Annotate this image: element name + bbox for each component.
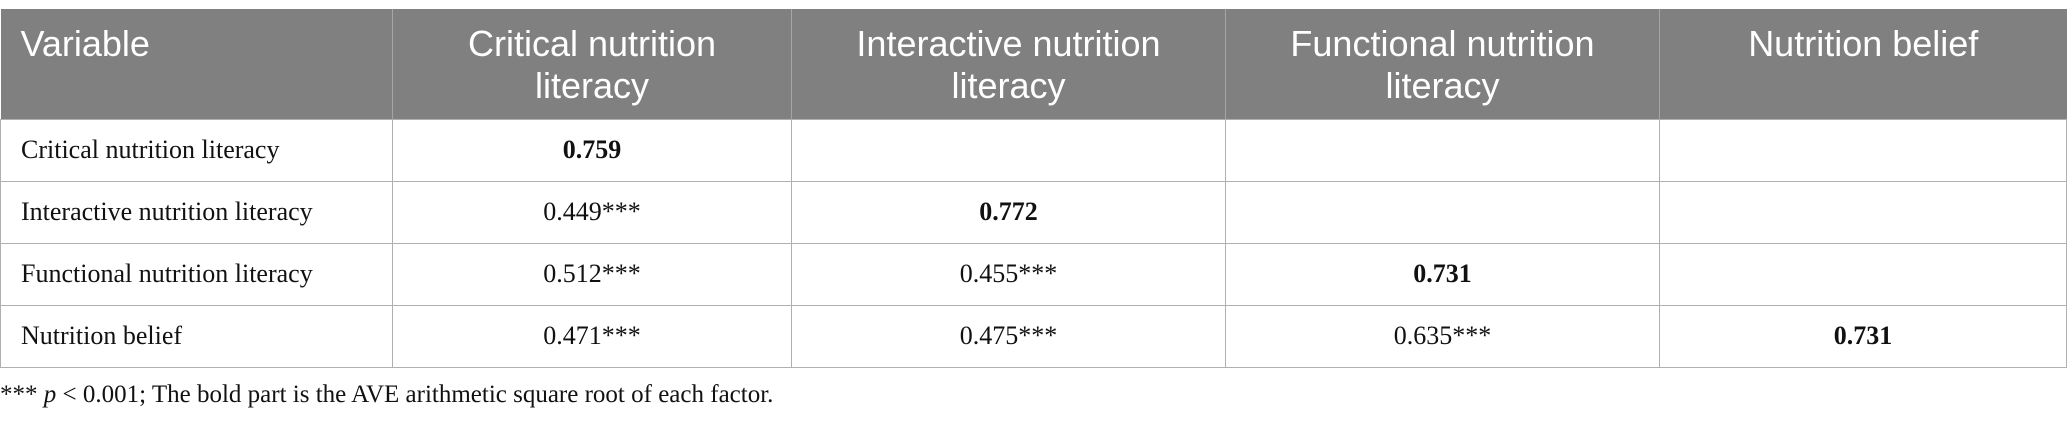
header-cell: Nutrition belief (1659, 9, 2067, 119)
cell: 0.731 (1225, 242, 1660, 306)
header-cell: Variable (0, 9, 393, 119)
cell: 0.471*** (392, 304, 792, 368)
cell: 0.731 (1659, 304, 2067, 368)
empty-cell (1659, 180, 2067, 244)
table: Variable Critical nutrition literacy Inter… (0, 9, 2067, 368)
empty-cell (791, 118, 1226, 182)
header-cell: Functional nutrition literacy (1225, 9, 1660, 119)
footnote-text: < 0.001; The bold part is the AVE arithm… (62, 381, 774, 408)
cell: 0.759 (392, 118, 792, 182)
table-row: Functional nutrition literacy 0.512*** 0.4… (0, 242, 2067, 306)
empty-cell (1659, 118, 2067, 182)
cell: 0.455*** (791, 242, 1226, 306)
header-row: Variable Critical nutrition literacy Inter… (0, 9, 2067, 119)
cell: 0.475*** (791, 304, 1226, 368)
cell: 0.772 (791, 180, 1226, 244)
footnote-p: p (43, 381, 57, 408)
empty-cell (1225, 118, 1660, 182)
empty-cell (1659, 242, 2067, 306)
header-cell: Interactive nutrition literacy (791, 9, 1226, 119)
cell: 0.449*** (392, 180, 792, 244)
cell: Nutrition belief (0, 304, 393, 368)
footnote-stars: *** (0, 381, 38, 408)
table-row: Nutrition belief 0.471*** 0.475*** 0.635***… (0, 304, 2067, 368)
empty-cell (1225, 180, 1660, 244)
cell: 0.635*** (1225, 304, 1660, 368)
cell: 0.512*** (392, 242, 792, 306)
cell: Interactive nutrition literacy (0, 180, 393, 244)
footnote: *** p < 0.001; The bold part is the AVE … (0, 381, 773, 409)
table-body: Critical nutrition literacy 0.759 Interact… (0, 118, 2067, 368)
table-row: Critical nutrition literacy 0.759 (0, 118, 2067, 182)
table-row: Interactive nutrition literacy 0.449*** 0.… (0, 180, 2067, 244)
cell: Functional nutrition literacy (0, 242, 393, 306)
cell: Critical nutrition literacy (0, 118, 393, 182)
header-cell: Critical nutrition literacy (392, 9, 792, 119)
